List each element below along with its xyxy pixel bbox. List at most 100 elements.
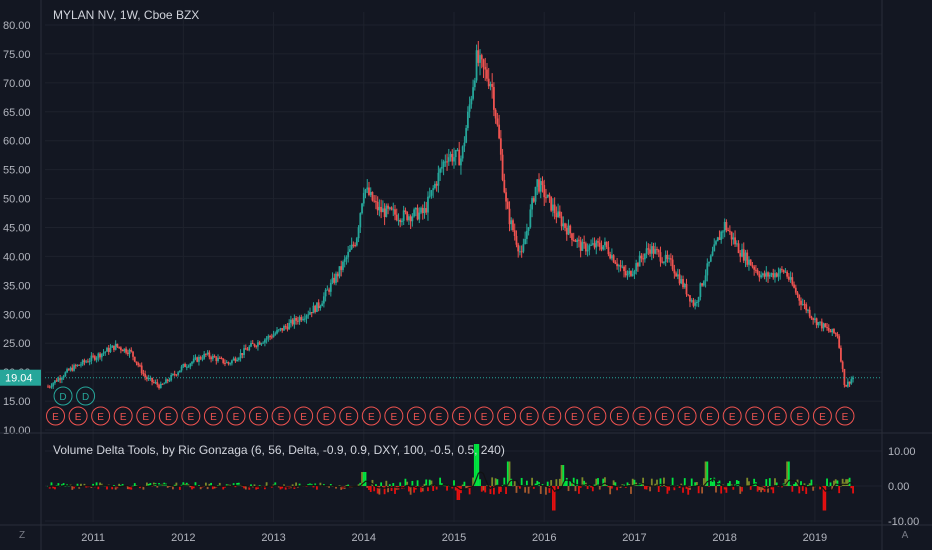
candle-body[interactable] — [701, 283, 704, 286]
candle-body[interactable] — [401, 220, 403, 223]
delta-bar[interactable] — [480, 486, 483, 492]
delta-bar[interactable] — [579, 486, 582, 488]
candle-body[interactable] — [402, 210, 405, 221]
delta-bar[interactable] — [113, 485, 115, 486]
earnings-marker[interactable] — [271, 406, 291, 426]
candle-body[interactable] — [730, 231, 733, 240]
delta-bar[interactable] — [118, 483, 121, 486]
candle-body[interactable] — [772, 273, 775, 278]
delta-bar[interactable] — [493, 486, 495, 495]
candle-body[interactable] — [595, 241, 598, 248]
corner-right[interactable]: A — [901, 530, 909, 541]
candle-body[interactable] — [748, 259, 750, 265]
delta-bar[interactable] — [567, 486, 570, 492]
delta-bar[interactable] — [760, 486, 763, 493]
delta-bar[interactable] — [569, 481, 572, 486]
candle-body[interactable] — [496, 118, 499, 125]
candle-body[interactable] — [298, 317, 301, 322]
candle-body[interactable] — [182, 364, 185, 367]
candle-body[interactable] — [184, 364, 186, 368]
candle-body[interactable] — [83, 360, 86, 363]
delta-bar[interactable] — [706, 461, 709, 487]
delta-bar[interactable] — [784, 478, 787, 486]
candle-body[interactable] — [269, 335, 271, 337]
candle-body[interactable] — [822, 323, 825, 329]
candle-body[interactable] — [642, 258, 645, 260]
candle-body[interactable] — [643, 253, 646, 260]
earnings-marker[interactable] — [68, 406, 88, 426]
candle-body[interactable] — [473, 80, 476, 88]
candle-body[interactable] — [283, 326, 285, 331]
delta-bar[interactable] — [562, 465, 565, 486]
delta-bar[interactable] — [198, 485, 200, 486]
candle-body[interactable] — [652, 246, 655, 254]
candle-body[interactable] — [99, 353, 101, 358]
delta-bar[interactable] — [494, 478, 497, 486]
delta-bar[interactable] — [361, 472, 363, 486]
candle-body[interactable] — [423, 208, 426, 214]
earnings-marker[interactable] — [226, 406, 246, 426]
delta-bar[interactable] — [739, 486, 742, 494]
delta-bar[interactable] — [468, 486, 471, 495]
candle-body[interactable] — [236, 359, 239, 362]
delta-bar[interactable] — [71, 486, 74, 490]
candle-body[interactable] — [562, 223, 565, 227]
candle-body[interactable] — [619, 265, 622, 267]
delta-bar[interactable] — [756, 486, 759, 492]
candle-body[interactable] — [361, 203, 363, 214]
candle-body[interactable] — [92, 355, 95, 357]
candle-body[interactable] — [789, 277, 792, 280]
delta-bar[interactable] — [191, 486, 193, 490]
candle-body[interactable] — [610, 255, 613, 259]
earnings-marker[interactable] — [249, 406, 269, 426]
delta-bar[interactable] — [281, 486, 284, 489]
delta-bar[interactable] — [248, 486, 251, 490]
candle-body[interactable] — [538, 179, 540, 192]
delta-bar[interactable] — [656, 479, 658, 486]
delta-bar[interactable] — [253, 484, 256, 486]
delta-bar[interactable] — [298, 483, 301, 486]
candle-body[interactable] — [479, 55, 481, 63]
candle-body[interactable] — [310, 312, 313, 314]
delta-bar[interactable] — [335, 486, 337, 489]
candle-body[interactable] — [713, 244, 716, 252]
candle-body[interactable] — [173, 373, 176, 375]
candle-body[interactable] — [590, 244, 592, 246]
delta-bar[interactable] — [130, 486, 133, 490]
candle-body[interactable] — [737, 243, 740, 254]
delta-bar[interactable] — [180, 484, 183, 486]
candle-body[interactable] — [458, 149, 461, 166]
delta-bar[interactable] — [420, 486, 422, 493]
candle-body[interactable] — [551, 204, 554, 211]
candle-body[interactable] — [343, 259, 346, 262]
delta-bar[interactable] — [67, 485, 70, 487]
delta-bar[interactable] — [642, 477, 645, 486]
candle-body[interactable] — [489, 84, 492, 87]
candle-body[interactable] — [638, 255, 641, 267]
delta-bar[interactable] — [204, 482, 207, 486]
candle-body[interactable] — [751, 265, 754, 267]
candle-body[interactable] — [623, 266, 625, 272]
delta-bar[interactable] — [787, 461, 790, 487]
delta-bar[interactable] — [600, 485, 603, 487]
candle-body[interactable] — [519, 251, 521, 253]
candle-body[interactable] — [172, 373, 174, 375]
candle-body[interactable] — [322, 296, 325, 304]
earnings-marker[interactable] — [587, 406, 607, 426]
earnings-marker[interactable] — [745, 406, 765, 426]
candle-body[interactable] — [60, 378, 63, 380]
candle-body[interactable] — [487, 78, 490, 87]
candle-body[interactable] — [466, 111, 469, 129]
delta-bar[interactable] — [590, 486, 592, 488]
delta-bar[interactable] — [671, 477, 674, 486]
candle-body[interactable] — [525, 230, 528, 239]
dividend-marker[interactable] — [76, 386, 96, 406]
delta-bar[interactable] — [435, 486, 438, 490]
candle-body[interactable] — [761, 273, 764, 276]
earnings-marker[interactable] — [497, 406, 517, 426]
delta-bar[interactable] — [602, 478, 605, 486]
candle-body[interactable] — [321, 303, 324, 307]
candle-body[interactable] — [640, 255, 643, 259]
candle-body[interactable] — [52, 383, 55, 387]
candle-body[interactable] — [319, 306, 322, 308]
